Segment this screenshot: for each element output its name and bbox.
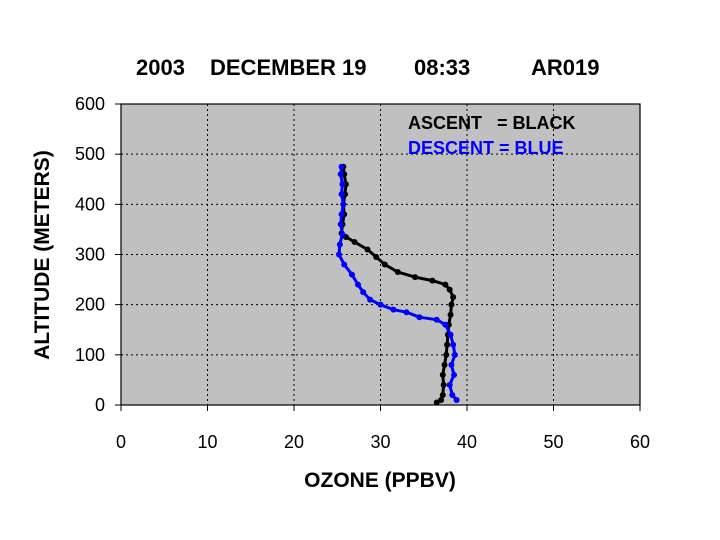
y-tick-label: 500: [75, 144, 105, 164]
data-point-descent: [341, 261, 348, 268]
data-point-descent: [338, 191, 345, 198]
data-point-descent: [339, 181, 346, 188]
data-point-ascent: [450, 294, 457, 301]
x-tick-label: 0: [116, 432, 126, 452]
data-point-ascent: [447, 311, 454, 318]
data-point-ascent: [394, 269, 401, 276]
data-point-ascent: [438, 396, 445, 403]
chart-title-time: 08:33: [414, 55, 470, 80]
y-axis-label: ALTITUDE (METERS): [31, 150, 54, 360]
chart-title-date: DECEMBER 19: [210, 55, 366, 80]
data-point-descent: [446, 381, 453, 388]
data-point-ascent: [412, 274, 419, 281]
y-tick-label: 400: [75, 194, 105, 214]
data-point-descent: [416, 314, 423, 321]
data-point-ascent: [429, 277, 436, 284]
legend-descent: DESCENT = BLUE: [408, 138, 564, 158]
data-point-ascent: [439, 371, 446, 378]
data-point-descent: [337, 171, 344, 178]
data-point-descent: [390, 306, 397, 313]
data-point-descent: [377, 301, 384, 308]
data-point-ascent: [373, 254, 380, 261]
data-point-descent: [337, 221, 344, 228]
y-tick-label: 0: [95, 395, 105, 415]
y-tick-label: 600: [75, 94, 105, 114]
data-point-ascent: [440, 381, 447, 388]
x-tick-label: 20: [284, 432, 304, 452]
data-point-descent: [442, 321, 449, 328]
x-tick-label: 50: [543, 432, 563, 452]
x-tick-label: 30: [370, 432, 390, 452]
data-point-descent: [453, 396, 460, 403]
data-point-descent: [340, 201, 347, 208]
data-point-descent: [348, 271, 355, 278]
data-point-descent: [355, 281, 362, 288]
data-point-descent: [451, 351, 458, 358]
y-tick-label: 200: [75, 295, 105, 315]
legend-ascent: ASCENT = BLACK: [408, 113, 576, 133]
data-point-descent: [451, 371, 458, 378]
x-axis-label: OZONE (PPBV): [304, 469, 456, 492]
data-point-descent: [360, 289, 367, 296]
x-tick-label: 40: [457, 432, 477, 452]
data-point-ascent: [439, 391, 446, 398]
data-point-descent: [449, 391, 456, 398]
data-point-ascent: [351, 238, 358, 245]
data-point-descent: [338, 211, 345, 218]
data-point-descent: [403, 309, 410, 316]
data-point-ascent: [364, 246, 371, 253]
data-point-descent: [338, 163, 345, 170]
data-point-descent: [448, 361, 455, 368]
data-point-ascent: [448, 301, 455, 308]
data-point-descent: [335, 251, 342, 258]
data-point-ascent: [381, 261, 388, 268]
data-point-descent: [433, 316, 440, 323]
data-point-descent: [447, 331, 454, 338]
data-point-ascent: [444, 341, 451, 348]
chart-title-year: 2003: [136, 55, 185, 80]
y-tick-label: 100: [75, 345, 105, 365]
data-point-ascent: [446, 286, 453, 293]
data-point-descent: [336, 241, 343, 248]
y-tick-label: 300: [75, 245, 105, 265]
data-point-ascent: [441, 361, 448, 368]
data-point-descent: [450, 341, 457, 348]
data-point-descent: [339, 231, 346, 238]
data-point-ascent: [442, 281, 449, 288]
x-tick-label: 10: [197, 432, 217, 452]
data-point-ascent: [443, 351, 450, 358]
x-tick-label: 60: [630, 432, 650, 452]
data-point-descent: [367, 296, 374, 303]
chart-title-id: AR019: [531, 55, 599, 80]
